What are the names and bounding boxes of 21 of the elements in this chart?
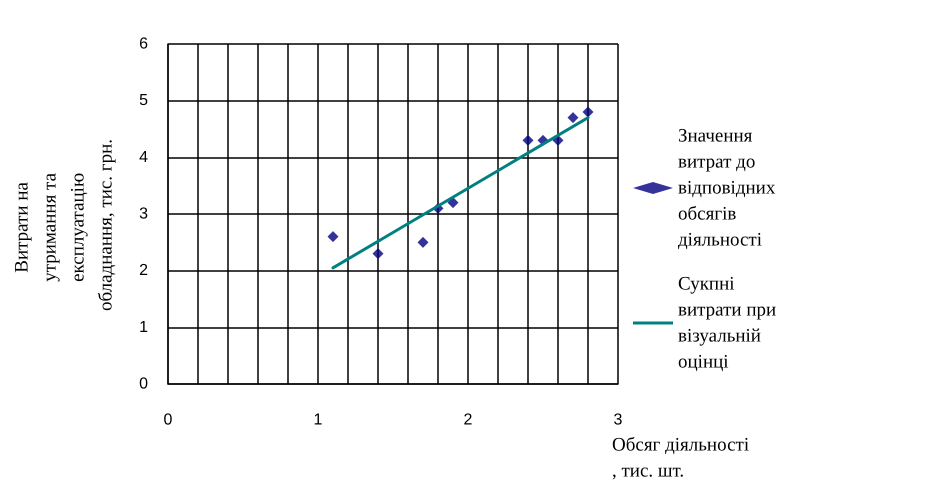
- point: [582, 106, 594, 118]
- y-tick-label: 3: [139, 206, 148, 222]
- y-axis-title: Витрати на утримання та експлуатацію обладнання, тис. грн.: [12, 138, 116, 312]
- y-tick-label: 2: [139, 262, 148, 280]
- y-tick-label: 0: [139, 376, 148, 392]
- x-tick-label: 0: [164, 412, 173, 428]
- legend-label: Сукпні витрати при візуальній оцінці: [678, 274, 781, 372]
- point: [328, 231, 338, 242]
- x-tick-label: 1: [314, 412, 323, 428]
- point: [522, 134, 534, 146]
- point: [372, 248, 384, 260]
- y-tick-label: 6: [139, 36, 148, 52]
- y-tick-label: 4: [139, 148, 148, 166]
- point: [568, 112, 578, 124]
- x-axis-title: Обсяг діяльності, тис. шт.: [612, 434, 750, 482]
- y-tick-label: 5: [139, 92, 148, 110]
- point: [418, 236, 428, 248]
- y-tick-label: 1: [139, 318, 148, 336]
- legend-label: Значення витрат до відповідних обсягів діяльності: [678, 126, 780, 250]
- x-tick-label: 3: [614, 412, 623, 428]
- x-tick-label: 2: [464, 412, 473, 428]
